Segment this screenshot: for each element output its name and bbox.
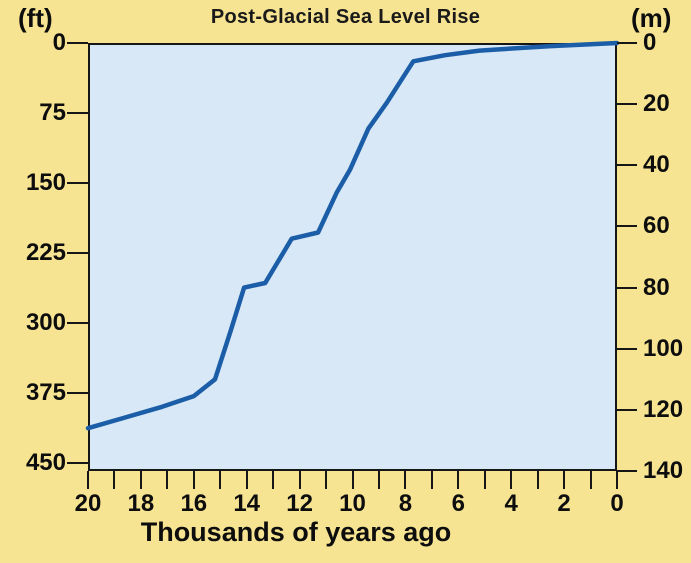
x-tick-mark bbox=[298, 471, 301, 489]
x-tick-mark bbox=[272, 471, 275, 489]
right-tick-label: 60 bbox=[643, 212, 670, 240]
right-tick-label: 140 bbox=[643, 457, 684, 484]
x-tick-mark bbox=[219, 471, 222, 489]
left-tick-mark bbox=[67, 391, 88, 394]
x-tick-mark bbox=[483, 471, 486, 489]
x-tick-mark bbox=[589, 471, 592, 489]
x-tick-mark bbox=[457, 471, 460, 489]
right-tick-mark bbox=[617, 470, 637, 472]
x-tick-label: 20 bbox=[74, 490, 102, 517]
left-tick-mark bbox=[67, 251, 88, 254]
chart-title: Post-Glacial Sea Level Rise bbox=[210, 6, 481, 28]
left-tick-label: 450 bbox=[25, 448, 66, 476]
x-tick-mark bbox=[430, 471, 433, 489]
x-tick-mark bbox=[139, 471, 142, 489]
x-tick-mark bbox=[404, 471, 407, 489]
x-tick-mark bbox=[113, 471, 116, 489]
x-tick-label: 6 bbox=[451, 490, 465, 517]
right-tick-label: 20 bbox=[643, 90, 670, 118]
left-tick-label: 375 bbox=[25, 378, 66, 406]
x-tick-label: 18 bbox=[127, 490, 155, 517]
x-tick-mark bbox=[245, 471, 248, 489]
x-tick-mark bbox=[377, 471, 380, 489]
left-tick-label: 300 bbox=[25, 308, 66, 336]
x-tick-label: 0 bbox=[610, 490, 624, 517]
sea-level-curve bbox=[85, 40, 620, 431]
sea-level-line bbox=[85, 40, 620, 431]
x-tick-mark bbox=[536, 471, 539, 489]
right-tick-label: 120 bbox=[643, 395, 684, 423]
x-tick-mark bbox=[166, 471, 169, 489]
right-tick-mark bbox=[617, 164, 637, 167]
right-tick-mark bbox=[617, 225, 637, 228]
x-tick-label: 8 bbox=[398, 490, 413, 517]
plot-area bbox=[88, 43, 617, 471]
left-axis-unit-label: (ft) bbox=[18, 3, 53, 33]
x-tick-mark bbox=[510, 471, 513, 489]
x-tick-mark bbox=[616, 471, 618, 489]
left-tick-label: 150 bbox=[25, 168, 66, 196]
left-tick-mark bbox=[67, 321, 88, 324]
right-tick-mark bbox=[617, 286, 637, 289]
right-tick-mark bbox=[617, 408, 637, 411]
right-tick-label: 100 bbox=[643, 334, 684, 362]
right-tick-mark bbox=[617, 347, 637, 350]
x-tick-label: 14 bbox=[233, 490, 261, 517]
right-tick-label: 40 bbox=[643, 151, 670, 179]
right-tick-mark bbox=[617, 42, 637, 44]
x-tick-label: 12 bbox=[286, 490, 313, 517]
x-tick-label: 4 bbox=[504, 490, 518, 517]
x-tick-mark bbox=[192, 471, 195, 489]
left-tick-label: 75 bbox=[39, 98, 66, 126]
left-tick-mark bbox=[67, 42, 88, 44]
right-tick-label: 80 bbox=[643, 273, 670, 301]
left-tick-label: 0 bbox=[52, 29, 66, 56]
x-tick-mark bbox=[563, 471, 566, 489]
left-tick-mark bbox=[67, 181, 88, 184]
left-tick-mark bbox=[67, 111, 88, 114]
x-tick-label: 10 bbox=[339, 490, 366, 517]
left-tick-mark bbox=[67, 461, 88, 464]
x-tick-label: 16 bbox=[180, 490, 208, 517]
right-tick-label: 0 bbox=[643, 29, 657, 56]
left-tick-label: 225 bbox=[25, 238, 66, 266]
x-tick-mark bbox=[87, 471, 89, 489]
right-axis-unit-label: (m) bbox=[631, 3, 672, 33]
x-tick-mark bbox=[325, 471, 328, 489]
x-axis-title: Thousands of years ago bbox=[140, 517, 452, 547]
x-tick-label: 2 bbox=[557, 490, 571, 517]
x-tick-mark bbox=[351, 471, 354, 489]
right-tick-mark bbox=[617, 103, 637, 106]
